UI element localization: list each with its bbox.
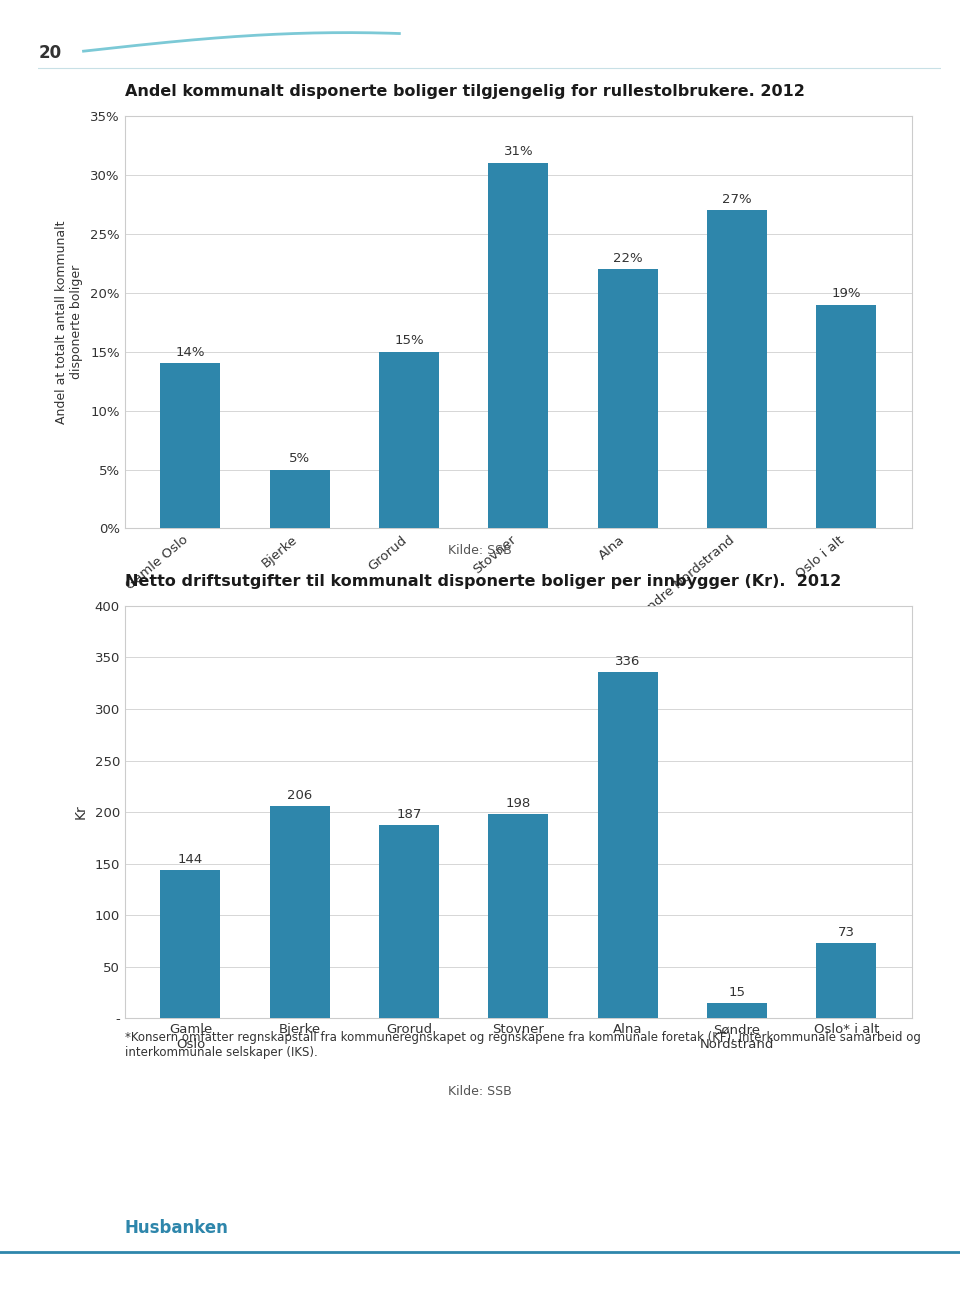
Text: Netto driftsutgifter til kommunalt disponerte boliger per innbygger (Kr).  2012: Netto driftsutgifter til kommunalt dispo…: [125, 574, 841, 589]
Bar: [379, 825, 439, 1018]
Text: 31%: 31%: [504, 146, 533, 159]
Text: 144: 144: [178, 853, 203, 866]
Text: *Konsern omfatter regnskapstall fra kommuneregnskapet og regnskapene fra kommuna: *Konsern omfatter regnskapstall fra komm…: [125, 1031, 921, 1060]
Bar: [707, 1003, 767, 1018]
Bar: [489, 164, 548, 528]
Bar: [707, 210, 767, 528]
Text: Husbanken: Husbanken: [125, 1219, 228, 1237]
Text: Kilde: SSB: Kilde: SSB: [448, 1085, 512, 1098]
Bar: [816, 304, 876, 528]
Text: 15: 15: [729, 986, 746, 999]
Text: 27%: 27%: [722, 192, 752, 205]
Text: 19%: 19%: [831, 287, 861, 300]
Text: Andel kommunalt disponerte boliger tilgjengelig for rullestolbrukere. 2012: Andel kommunalt disponerte boliger tilgj…: [125, 84, 804, 99]
Text: 73: 73: [838, 926, 855, 938]
Bar: [489, 815, 548, 1018]
Bar: [816, 944, 876, 1018]
Text: Kilde: SSB: Kilde: SSB: [448, 544, 512, 557]
Bar: [160, 363, 221, 528]
Y-axis label: Andel at totalt antall kommunalt
disponerte boliger: Andel at totalt antall kommunalt dispone…: [56, 220, 84, 424]
Bar: [598, 269, 658, 528]
Text: 187: 187: [396, 808, 421, 821]
Text: 198: 198: [506, 797, 531, 809]
Bar: [598, 672, 658, 1018]
Bar: [270, 806, 330, 1018]
Text: 20: 20: [38, 44, 61, 62]
Text: 336: 336: [615, 655, 640, 668]
Text: 5%: 5%: [289, 452, 310, 465]
Text: 22%: 22%: [612, 251, 642, 264]
Y-axis label: Kr: Kr: [74, 804, 87, 820]
Bar: [379, 352, 439, 528]
Text: 14%: 14%: [176, 345, 205, 358]
Bar: [270, 469, 330, 528]
Text: 15%: 15%: [395, 334, 424, 347]
Bar: [160, 870, 221, 1018]
Text: 206: 206: [287, 789, 312, 802]
